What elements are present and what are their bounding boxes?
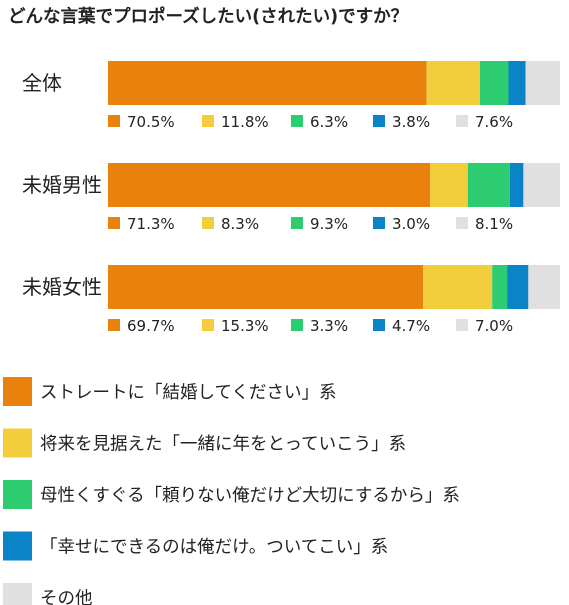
data-label: 8.1%	[475, 215, 513, 233]
bar-segment	[480, 61, 509, 105]
legend-swatch	[3, 377, 32, 406]
bars-group: 全体 70.5% 11.8% 6.3% 3.8% 7.6% 未婚男性 71.3% 8.3% 9.3…	[22, 61, 560, 335]
data-label-swatch	[202, 115, 214, 127]
data-label-swatch	[108, 115, 120, 127]
legend-label: 「幸せにできるのは俺だけ。ついてこい」系	[40, 538, 388, 558]
bar-segment	[525, 61, 560, 105]
data-label: 9.3%	[310, 215, 348, 233]
data-label-swatch	[456, 319, 468, 331]
category-label: 未婚女性	[22, 275, 102, 299]
legend-swatch	[3, 531, 32, 561]
data-label: 6.3%	[310, 113, 348, 131]
bar-segment	[108, 265, 424, 309]
data-label-swatch	[108, 217, 120, 229]
data-label: 69.7%	[127, 317, 175, 335]
data-label-swatch	[456, 217, 468, 229]
data-label: 71.3%	[127, 215, 175, 233]
data-label: 7.0%	[475, 317, 513, 335]
data-label-swatch	[202, 319, 214, 331]
bar-segment	[426, 61, 480, 105]
bar-segment	[108, 163, 431, 207]
data-label: 3.8%	[392, 113, 430, 131]
category-label: 全体	[22, 71, 62, 95]
bar-segment	[507, 265, 529, 309]
bar-segment	[423, 265, 493, 309]
data-label: 3.0%	[392, 215, 430, 233]
legend-label: ストレートに「結婚してください」系	[40, 383, 336, 403]
data-label: 11.8%	[221, 113, 269, 131]
data-label-swatch	[373, 319, 385, 331]
bar-segment	[509, 163, 524, 207]
data-label: 4.7%	[392, 317, 430, 335]
bar-segment	[467, 163, 510, 207]
category-label: 未婚男性	[22, 173, 102, 197]
data-label-swatch	[202, 217, 214, 229]
legend-label: その他	[40, 589, 93, 605]
bar-segment	[508, 61, 526, 105]
legend: ストレートに「結婚してください」系将来を見据えた「一緒に年をとっていこう」系母性…	[3, 377, 460, 605]
bar-segment	[528, 265, 560, 309]
bar-segment	[108, 61, 427, 105]
data-label: 8.3%	[221, 215, 259, 233]
legend-swatch	[3, 428, 32, 458]
chart-title: どんな言葉でプロポーズしたい(されたい)ですか？	[8, 6, 408, 27]
legend-label: 母性くすぐる「頼りない俺だけど大切にするから」系	[40, 486, 460, 506]
data-label-swatch	[291, 115, 303, 127]
legend-swatch	[3, 583, 32, 605]
data-label-swatch	[373, 115, 385, 127]
data-label-swatch	[373, 217, 385, 229]
legend-swatch	[3, 480, 32, 509]
data-label-swatch	[456, 115, 468, 127]
bar-segment	[492, 265, 508, 309]
data-label: 70.5%	[127, 113, 175, 131]
data-label: 3.3%	[310, 317, 348, 335]
bar-segment	[523, 163, 560, 207]
legend-label: 将来を見据えた「一緒に年をとっていこう」系	[40, 435, 406, 455]
data-label-swatch	[108, 319, 120, 331]
data-label-swatch	[291, 319, 303, 331]
bar-segment	[430, 163, 468, 207]
data-label-swatch	[291, 217, 303, 229]
data-label: 15.3%	[221, 317, 269, 335]
data-label: 7.6%	[475, 113, 513, 131]
